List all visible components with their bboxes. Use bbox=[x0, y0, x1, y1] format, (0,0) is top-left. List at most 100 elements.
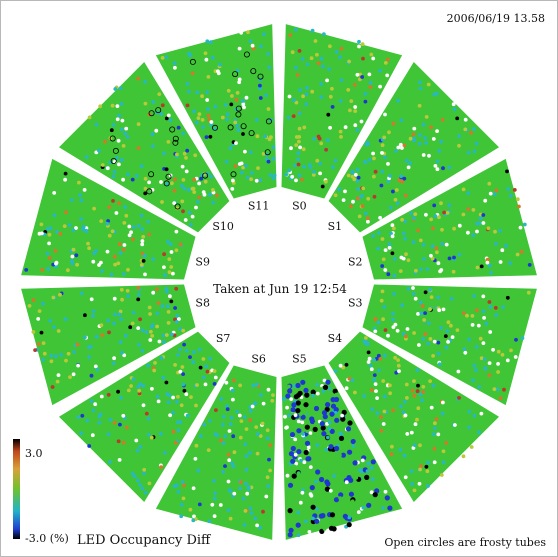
tube-pixel bbox=[167, 393, 172, 398]
tube-pixel bbox=[382, 353, 387, 358]
tube-pixel bbox=[292, 532, 297, 537]
tube-pixel bbox=[343, 189, 347, 194]
tube-pixel bbox=[355, 72, 360, 77]
tube-pixel bbox=[117, 242, 122, 247]
tube-pixel bbox=[49, 359, 54, 364]
tube-pixel bbox=[363, 99, 368, 104]
tube-pixel bbox=[161, 333, 166, 338]
tube-pixel bbox=[168, 242, 173, 247]
tube-pixel bbox=[412, 331, 416, 335]
tube-pixel bbox=[406, 258, 411, 263]
tube-pixel bbox=[302, 125, 307, 130]
tube-pixel bbox=[381, 506, 385, 510]
tube-pixel bbox=[326, 138, 330, 143]
tube-pixel bbox=[118, 422, 122, 427]
tube-pixel bbox=[382, 409, 387, 414]
tube-pixel bbox=[91, 314, 95, 318]
tube-pixel bbox=[162, 252, 167, 257]
tube-pixel bbox=[146, 416, 151, 421]
tube-pixel bbox=[469, 445, 474, 449]
tube-pixel bbox=[160, 103, 165, 108]
tube-pixel bbox=[131, 310, 136, 315]
tube-pixel bbox=[415, 389, 420, 394]
tube-pixel bbox=[266, 387, 271, 392]
tube-pixel bbox=[176, 428, 181, 433]
tube-pixel bbox=[192, 190, 197, 195]
tube-pixel bbox=[41, 357, 46, 362]
tube-pixel bbox=[130, 177, 135, 182]
tube-pixel bbox=[343, 125, 348, 130]
tube-pixel bbox=[334, 417, 340, 423]
tube-pixel bbox=[238, 486, 243, 491]
frosty-tube-marker bbox=[189, 58, 196, 65]
tube-pixel bbox=[399, 404, 403, 409]
tube-pixel bbox=[167, 257, 172, 261]
tube-pixel bbox=[203, 51, 208, 56]
tube-pixel bbox=[350, 174, 355, 179]
tube-pixel bbox=[488, 330, 493, 334]
tube-pixel bbox=[433, 426, 437, 431]
tube-pixel bbox=[437, 149, 442, 153]
tube-pixel bbox=[143, 186, 148, 191]
tube-pixel bbox=[439, 139, 443, 144]
tube-pixel bbox=[322, 384, 329, 390]
tube-pixel bbox=[230, 187, 235, 191]
tube-pixel bbox=[321, 64, 325, 69]
tube-pixel bbox=[238, 383, 243, 388]
tube-pixel bbox=[385, 57, 390, 62]
tube-pixel bbox=[291, 402, 297, 408]
tube-pixel bbox=[352, 460, 358, 466]
tube-pixel bbox=[117, 312, 122, 317]
tube-pixel bbox=[123, 333, 128, 338]
tube-pixel bbox=[201, 125, 206, 129]
tube-pixel bbox=[248, 418, 253, 423]
tube-pixel bbox=[272, 173, 277, 178]
tube-pixel bbox=[211, 200, 216, 205]
tube-pixel bbox=[172, 188, 177, 193]
tube-pixel bbox=[333, 497, 340, 503]
tube-pixel bbox=[193, 456, 198, 461]
tube-pixel bbox=[289, 432, 296, 438]
tube-pixel bbox=[97, 148, 101, 153]
tube-pixel bbox=[362, 339, 367, 344]
tube-pixel bbox=[310, 445, 315, 450]
tube-pixel bbox=[240, 99, 245, 103]
tube-pixel bbox=[378, 68, 382, 73]
tube-pixel bbox=[134, 173, 139, 178]
tube-pixel bbox=[265, 475, 270, 480]
tube-pixel bbox=[381, 422, 386, 426]
tube-pixel bbox=[353, 390, 357, 395]
tube-pixel bbox=[432, 339, 437, 344]
tube-pixel bbox=[320, 425, 326, 431]
tube-pixel bbox=[287, 384, 291, 389]
tube-pixel bbox=[320, 513, 326, 519]
tube-pixel bbox=[421, 243, 426, 247]
tube-pixel bbox=[239, 419, 244, 423]
tube-pixel bbox=[504, 243, 508, 248]
tube-pixel bbox=[40, 268, 44, 272]
tube-pixel bbox=[182, 151, 187, 156]
tube-pixel bbox=[198, 434, 203, 438]
tube-pixel bbox=[55, 230, 59, 234]
tube-pixel bbox=[241, 102, 246, 107]
tube-pixel bbox=[238, 480, 243, 485]
tube-pixel bbox=[271, 145, 276, 150]
tube-pixel bbox=[348, 108, 352, 113]
tube-pixel bbox=[266, 484, 271, 488]
tube-pixel bbox=[319, 528, 325, 535]
tube-pixel bbox=[31, 298, 36, 302]
tube-pixel bbox=[129, 384, 134, 388]
tube-pixel bbox=[370, 407, 375, 412]
tube-pixel bbox=[326, 435, 330, 440]
tube-pixel bbox=[404, 382, 409, 387]
tube-pixel bbox=[296, 157, 300, 162]
tube-pixel bbox=[319, 95, 324, 99]
tube-pixel bbox=[126, 267, 130, 272]
tube-pixel bbox=[312, 426, 318, 432]
tube-pixel bbox=[308, 501, 313, 505]
tube-pixel bbox=[84, 228, 88, 233]
tube-pixel bbox=[423, 311, 427, 315]
tube-pixel bbox=[315, 443, 320, 447]
tube-pixel bbox=[295, 408, 301, 414]
tube-pixel bbox=[466, 191, 471, 196]
